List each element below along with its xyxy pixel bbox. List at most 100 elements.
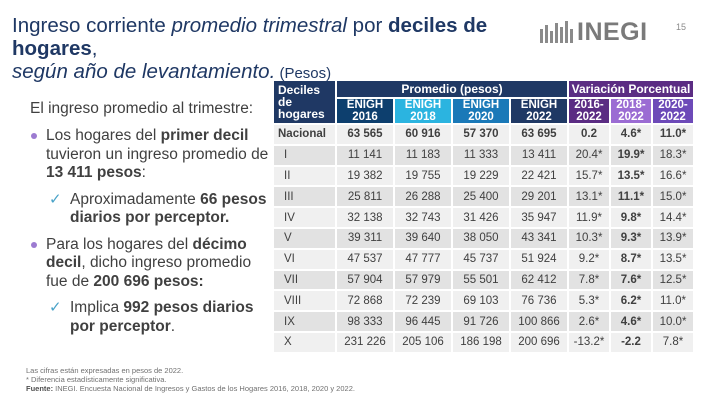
income-cell: 25 811 <box>337 187 393 207</box>
slide-title: Ingreso corriente promedio trimestral po… <box>12 14 488 83</box>
table-row: VI 47 537 47 777 45 737 51 924 9.2* 8.7* 13.5* <box>274 249 693 269</box>
income-cell: 11 183 <box>395 145 451 165</box>
header-promedio: Promedio (pesos) <box>337 81 567 97</box>
income-cell: 11 333 <box>453 145 509 165</box>
header-enigh-2018: ENIGH 2018 <box>395 99 451 123</box>
variation-cell: 8.7* <box>611 249 651 269</box>
income-cell: 55 501 <box>453 270 509 290</box>
sub-bullet-first-decil: ✓ Aproximadamente 66 pesos diarios por p… <box>49 190 267 227</box>
income-cell: 72 868 <box>337 291 393 311</box>
bullet-first-decil: Los hogares del primer decil tuvieron un… <box>30 127 270 183</box>
income-cell: 11 141 <box>337 145 393 165</box>
variation-cell: 9.8* <box>611 208 651 227</box>
table-row: IX 98 333 96 445 91 726 100 866 2.6* 4.6* 10.0* <box>274 312 693 331</box>
variation-cell: 6.2* <box>611 291 651 311</box>
income-cell: 57 370 <box>453 125 509 144</box>
row-label: I <box>274 145 335 165</box>
variation-cell: 15.7* <box>569 166 609 186</box>
variation-cell: 0.2 <box>569 125 609 144</box>
income-cell: 96 445 <box>395 312 451 331</box>
header-variacion: Variación Porcentual <box>569 81 693 97</box>
header-var-2016-2022: 2016-2022 <box>569 99 609 123</box>
table-row: V 39 311 39 640 38 050 43 341 10.3* 9.3* 13.9* <box>274 228 693 248</box>
page-number: 15 <box>676 22 687 32</box>
income-cell: 32 138 <box>337 208 393 227</box>
income-cell: 60 916 <box>395 125 451 144</box>
income-cell: 62 412 <box>511 270 567 290</box>
bullet-tenth-decil: Para los hogares del décimo decil, dicho… <box>30 236 270 292</box>
header-var-2020-2022: 2020-2022 <box>653 99 693 123</box>
variation-cell: 11.1* <box>611 187 651 207</box>
row-label: IX <box>274 312 335 331</box>
variation-cell: -13.2* <box>569 332 609 352</box>
row-label: X <box>274 332 335 352</box>
income-cell: 57 979 <box>395 270 451 290</box>
summary-panel: El ingreso promedio al trimestre: Los ho… <box>30 100 270 344</box>
variation-cell: 9.2* <box>569 249 609 269</box>
income-cell: 35 947 <box>511 208 567 227</box>
variation-cell: 7.6* <box>611 270 651 290</box>
inegi-logo-mark-icon <box>540 21 573 43</box>
inegi-logo-text: INEGI <box>577 17 648 46</box>
income-cell: 200 696 <box>511 332 567 352</box>
variation-cell: 4.6* <box>611 312 651 331</box>
summary-intro: El ingreso promedio al trimestre: <box>30 100 254 117</box>
income-cell: 51 924 <box>511 249 567 269</box>
income-cell: 22 421 <box>511 166 567 186</box>
income-cell: 45 737 <box>453 249 509 269</box>
bullet-dot-icon <box>31 241 37 248</box>
income-cell: 19 382 <box>337 166 393 186</box>
bullet-dot-icon <box>31 133 37 139</box>
inegi-logo: INEGI <box>540 18 648 46</box>
income-cell: 38 050 <box>453 228 509 248</box>
income-cell: 100 866 <box>511 312 567 331</box>
variation-cell: 18.3* <box>653 145 693 165</box>
variation-cell: -2.2 <box>611 332 651 352</box>
income-cell: 31 426 <box>453 208 509 227</box>
row-label: VII <box>274 270 335 290</box>
row-label: Nacional <box>274 125 335 144</box>
income-cell: 57 904 <box>337 270 393 290</box>
income-cell: 63 565 <box>337 125 393 144</box>
variation-cell: 5.3* <box>569 291 609 311</box>
income-cell: 98 333 <box>337 312 393 331</box>
variation-cell: 13.9* <box>653 228 693 248</box>
header-enigh-2016: ENIGH 2016 <box>337 99 393 123</box>
variation-cell: 13.5* <box>611 166 651 186</box>
table-row: Nacional 63 565 60 916 57 370 63 695 0.2 4.6* 1… <box>274 125 693 144</box>
variation-cell: 10.0* <box>653 312 693 331</box>
income-cell: 91 726 <box>453 312 509 331</box>
income-cell: 29 201 <box>511 187 567 207</box>
income-cell: 39 640 <box>395 228 451 248</box>
row-label: IV <box>274 208 335 227</box>
variation-cell: 7.8* <box>653 332 693 352</box>
income-cell: 19 755 <box>395 166 451 186</box>
table-row: X 231 226 205 106 186 198 200 696 -13.2* -2.2 7… <box>274 332 693 352</box>
variation-cell: 13.1* <box>569 187 609 207</box>
income-cell: 63 695 <box>511 125 567 144</box>
variation-cell: 2.6* <box>569 312 609 331</box>
income-deciles-table: Deciles de hogares Promedio (pesos) Vari… <box>272 79 695 354</box>
header-deciles: Deciles de hogares <box>274 81 335 123</box>
variation-cell: 12.5* <box>653 270 693 290</box>
variation-cell: 20.4* <box>569 145 609 165</box>
variation-cell: 13.5* <box>653 249 693 269</box>
header-enigh-2020: ENIGH 2020 <box>453 99 509 123</box>
income-cell: 47 777 <box>395 249 451 269</box>
table-row: IV 32 138 32 743 31 426 35 947 11.9* 9.8* 14.4* <box>274 208 693 227</box>
header-var-2018-2022: 2018-2022 <box>611 99 651 123</box>
table-row: II 19 382 19 755 19 229 22 421 15.7* 13.5* 16.6… <box>274 166 693 186</box>
income-cell: 69 103 <box>453 291 509 311</box>
variation-cell: 11.0* <box>653 291 693 311</box>
header-enigh-2022: ENIGH 2022 <box>511 99 567 123</box>
income-cell: 39 311 <box>337 228 393 248</box>
income-cell: 43 341 <box>511 228 567 248</box>
row-label: VI <box>274 249 335 269</box>
income-cell: 186 198 <box>453 332 509 352</box>
footnotes: Las cifras están expresadas en pesos de … <box>26 366 355 393</box>
table-row: III 25 811 26 288 25 400 29 201 13.1* 11.1* 15.… <box>274 187 693 207</box>
footnote-currency: Las cifras están expresadas en pesos de … <box>26 366 184 375</box>
row-label: VIII <box>274 291 335 311</box>
income-cell: 205 106 <box>395 332 451 352</box>
income-cell: 72 239 <box>395 291 451 311</box>
